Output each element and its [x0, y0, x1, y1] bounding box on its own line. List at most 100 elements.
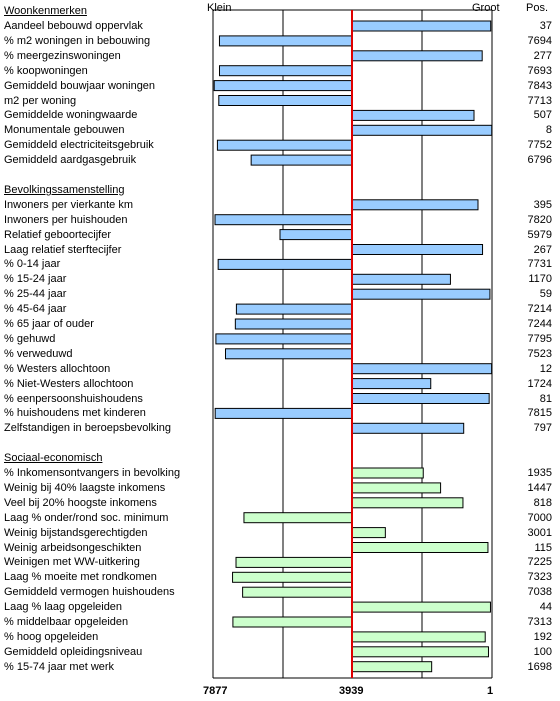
row-position: 7000	[527, 511, 552, 524]
row-position: 37	[539, 20, 552, 32]
row-position: 81	[539, 392, 552, 405]
bar	[279, 229, 353, 241]
row-position: 1724	[527, 377, 552, 390]
row-position: 267	[533, 243, 552, 256]
axis-label-center: 3939	[339, 685, 364, 697]
row-position: 395	[533, 198, 552, 211]
row-label: Inwoners per vierkante km	[4, 198, 133, 211]
row-position: 7225	[527, 556, 552, 569]
row-label: % hoog opgeleiden	[4, 630, 99, 643]
row-label: Weinigen met WW-uitkering	[4, 556, 140, 569]
row-position: 7843	[527, 79, 552, 92]
row-label: % m2 woningen in bebouwing	[4, 34, 151, 47]
row-label: % 0-14 jaar	[4, 258, 61, 271]
row-label: % verweduwd	[4, 347, 73, 360]
row-label: Laag % moeite met rondkomen	[4, 571, 157, 584]
bar	[234, 318, 353, 330]
bar	[214, 407, 353, 419]
row-label: Gemiddeld opleidingsniveau	[4, 645, 143, 658]
row-position: 1447	[527, 481, 552, 494]
row-position: 44	[539, 601, 552, 614]
row-position: 7815	[527, 407, 552, 420]
section-title: Sociaal-economisch	[4, 452, 103, 464]
row-label: Weinig bijstandsgerechtigden	[4, 526, 148, 539]
row-label: % koopwoningen	[4, 64, 88, 77]
row-label: Monumentale gebouwen	[4, 124, 125, 137]
row-label: Gemiddelde woningwaarde	[4, 109, 138, 122]
row-position: 1698	[527, 660, 552, 673]
bar	[351, 646, 489, 658]
header-groot: Groot	[472, 2, 500, 14]
bar	[351, 527, 386, 539]
bar	[351, 20, 492, 32]
row-position: 7731	[527, 258, 552, 271]
section-title: Bevolkingssamenstelling	[4, 183, 125, 196]
row-label: Gemiddeld bouwjaar woningen	[4, 79, 156, 92]
row-position: 1170	[528, 273, 552, 286]
bar	[351, 288, 491, 300]
bar	[235, 303, 353, 315]
section-title: Woonkenmerken	[4, 5, 87, 17]
row-position: 192	[533, 630, 552, 643]
row-position: 5979	[527, 228, 552, 241]
row-label: Aandeel bebouwd oppervlak	[4, 20, 143, 32]
bar	[216, 139, 353, 151]
row-position: 3001	[527, 526, 552, 539]
row-label: m2 per woning	[4, 94, 77, 107]
bar	[224, 348, 353, 360]
header-klein: Klein	[207, 2, 232, 14]
row-position: 7820	[527, 213, 552, 226]
bar	[218, 35, 353, 47]
bar	[351, 393, 490, 404]
row-position: 7694	[527, 34, 552, 47]
row-position: 7313	[527, 616, 552, 628]
row-label: % 15-74 jaar met werk	[4, 660, 115, 673]
row-label: Weinig arbeidsongeschikten	[4, 541, 142, 554]
bar	[351, 661, 433, 673]
row-label: % 25-44 jaar	[4, 288, 67, 301]
header-pos: Pos.	[526, 2, 549, 14]
row-label: Relatief geboortecijfer	[4, 228, 112, 241]
row-label: % Niet-Westers allochtoon	[4, 377, 134, 390]
row-label: % eenpersoonshuishoudens	[4, 392, 143, 405]
row-position: 7214	[527, 303, 552, 316]
row-position: 59	[539, 288, 552, 301]
row-label: Laag % laag opgeleiden	[4, 601, 123, 614]
row-position: 100	[533, 645, 552, 658]
row-label: % 45-64 jaar	[4, 303, 67, 316]
bar	[232, 616, 353, 628]
row-label: Inwoners per huishouden	[4, 213, 128, 226]
row-position: 7523	[527, 347, 552, 360]
row-position: 7795	[527, 332, 552, 345]
bar	[351, 482, 442, 494]
row-position: 7752	[527, 139, 552, 152]
bar	[351, 601, 491, 613]
row-position: 1935	[527, 467, 552, 479]
row-position: 12	[539, 362, 552, 375]
bar	[235, 556, 353, 568]
row-position: 115	[534, 541, 552, 554]
row-position: 7244	[527, 318, 552, 330]
row-label: % meergezinswoningen	[4, 49, 121, 62]
bar	[351, 497, 464, 509]
row-label: Zelfstandigen in beroepsbevolking	[4, 422, 171, 435]
bar	[351, 631, 486, 643]
bar	[351, 50, 483, 62]
bar	[217, 258, 353, 270]
bar	[218, 65, 353, 77]
row-position: 7038	[527, 586, 552, 599]
bar	[351, 273, 451, 285]
row-position: 797	[533, 422, 552, 435]
bar	[250, 154, 353, 166]
row-label: % Inkomensontvangers in bevolking	[4, 467, 181, 479]
bar	[232, 571, 353, 583]
row-position: 7323	[527, 571, 552, 584]
axis-label-left: 7877	[203, 685, 228, 697]
bar	[215, 333, 353, 345]
bar	[351, 199, 479, 211]
axis-label-right: 1	[487, 685, 494, 697]
bar	[351, 422, 465, 434]
row-label: Laag % onder/rond soc. minimum	[4, 511, 169, 524]
row-position: 8	[545, 124, 552, 137]
